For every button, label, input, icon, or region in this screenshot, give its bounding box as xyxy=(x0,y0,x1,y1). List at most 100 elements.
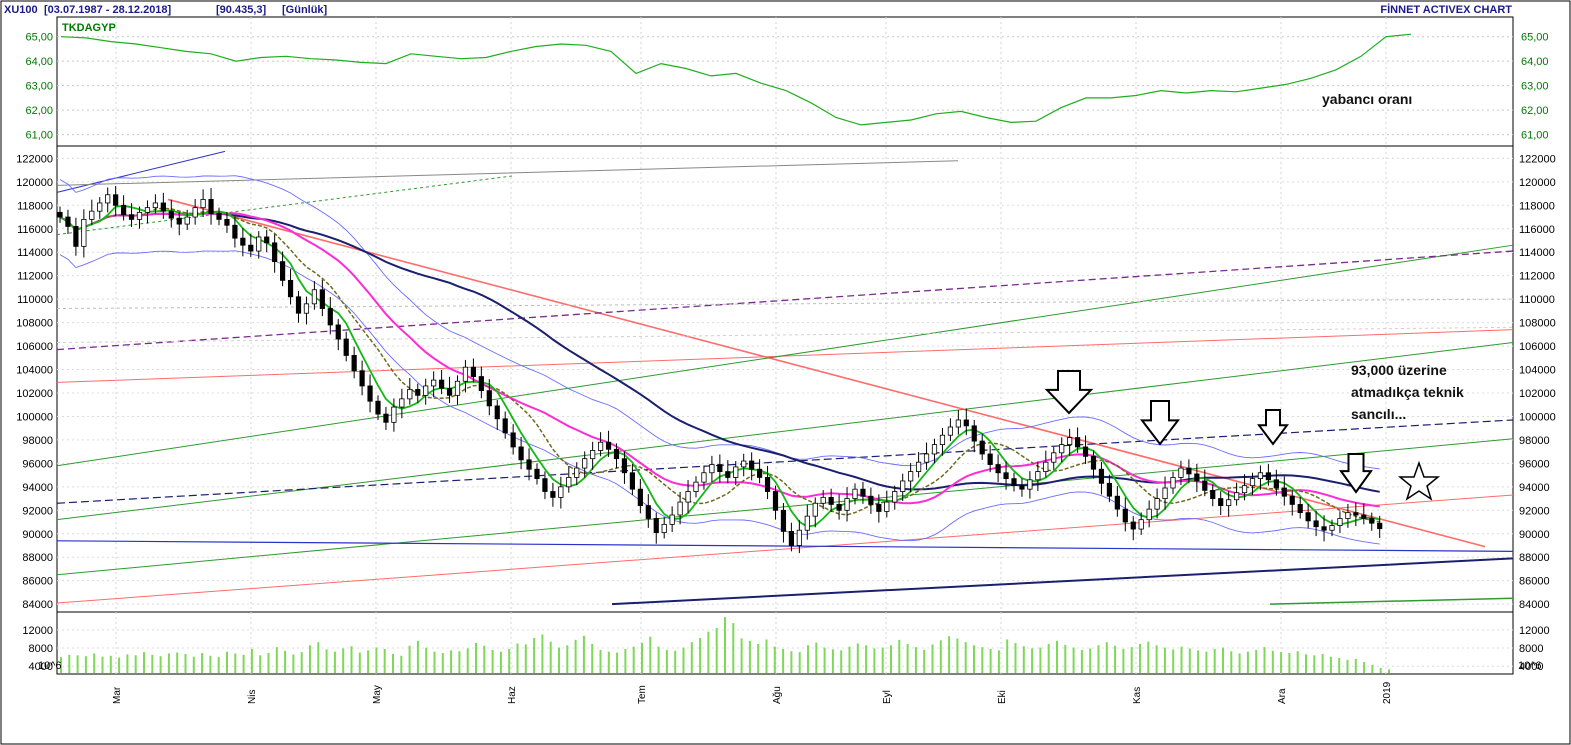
candle-up xyxy=(1067,437,1073,446)
ratio-tick-left: 65,00 xyxy=(25,32,53,44)
candle-down xyxy=(1130,521,1136,530)
price-tick-left: 110000 xyxy=(17,294,53,306)
candle-down xyxy=(1313,520,1319,528)
ratio-tick-right: 63,00 xyxy=(1521,81,1549,93)
candle-up xyxy=(939,434,946,446)
volume-bar xyxy=(1139,643,1141,673)
price-tick-left: 86000 xyxy=(22,576,53,588)
volume-unit-right: 10^6 xyxy=(1518,660,1542,672)
candle-up xyxy=(399,398,405,408)
candle-down xyxy=(836,504,842,511)
candle-down xyxy=(1194,473,1200,482)
candle-down xyxy=(757,468,763,478)
ratio-tick-left: 63,00 xyxy=(25,81,53,93)
bollinger-lower xyxy=(59,250,1380,545)
candle-down xyxy=(876,504,882,512)
volume-bar xyxy=(881,647,884,673)
header-period: [Günlük] xyxy=(282,4,328,16)
candle-up xyxy=(97,202,103,212)
price-tick-right: 110000 xyxy=(1519,294,1555,306)
candle-down xyxy=(772,491,779,511)
volume-bar xyxy=(1180,646,1183,673)
price-tick-right: 104000 xyxy=(1519,365,1556,377)
candle-down xyxy=(287,279,294,298)
candle-up xyxy=(1226,499,1232,507)
candle-up xyxy=(105,194,111,204)
volume-bar xyxy=(1014,643,1017,673)
volume-bar xyxy=(574,639,577,673)
candle-down xyxy=(208,199,214,214)
candle-down xyxy=(446,387,453,396)
price-tick-right: 94000 xyxy=(1519,482,1550,494)
candle-down xyxy=(1305,512,1311,522)
volume-bar xyxy=(898,639,901,673)
candle-down xyxy=(780,509,787,532)
volume-bar xyxy=(533,638,536,673)
price-tick-left: 114000 xyxy=(17,247,53,259)
candle-up xyxy=(574,467,580,478)
candle-up xyxy=(200,199,206,209)
month-label: Haz xyxy=(507,686,518,704)
candle-down xyxy=(113,194,119,206)
price-tick-left: 90000 xyxy=(22,529,53,541)
candle-up xyxy=(947,426,954,436)
volume-bar xyxy=(524,644,527,673)
volume-bar xyxy=(392,653,394,673)
price-tick-left: 122000 xyxy=(16,153,53,165)
month-label: Ağu xyxy=(772,686,783,704)
candle-up xyxy=(1170,477,1176,489)
ratio-tick-right: 61,00 xyxy=(1521,130,1549,142)
candle-down xyxy=(629,472,636,490)
candle-down xyxy=(1106,482,1112,497)
candle-up xyxy=(558,486,564,498)
ratio-tick-right: 62,00 xyxy=(1521,105,1549,117)
candle-down xyxy=(160,202,166,212)
candle-up xyxy=(598,441,604,451)
volume-bar xyxy=(707,631,710,673)
candle-up xyxy=(136,211,143,220)
price-tick-left: 118000 xyxy=(17,200,53,212)
price-tick-left: 84000 xyxy=(22,599,53,611)
price-tick-right: 120000 xyxy=(1519,177,1556,189)
volume-bar xyxy=(466,648,469,673)
candle-up xyxy=(1234,492,1240,501)
candle-down xyxy=(1202,480,1208,491)
price-tick-left: 104000 xyxy=(16,365,53,377)
volume-bar xyxy=(425,647,428,673)
candle-up xyxy=(152,202,158,209)
volume-bar xyxy=(616,652,619,673)
volume-bar xyxy=(906,643,909,673)
comment-line-1: 93,000 üzerine xyxy=(1351,362,1447,378)
volume-bar xyxy=(956,638,959,673)
trendline-green-dotted xyxy=(56,175,513,236)
candle-down xyxy=(1218,498,1224,507)
volume-bar xyxy=(159,656,162,673)
price-tick-right: 108000 xyxy=(1519,318,1556,330)
candle-down xyxy=(1019,485,1025,490)
volume-bar xyxy=(1329,656,1332,673)
price-candles xyxy=(57,186,1383,554)
month-label: Tem xyxy=(637,685,648,704)
candle-down xyxy=(224,218,230,226)
volume-bar xyxy=(848,646,851,673)
price-tick-right: 86000 xyxy=(1519,576,1550,588)
candle-down xyxy=(351,355,357,372)
price-tick-left: 108000 xyxy=(16,318,53,330)
candle-down xyxy=(1122,508,1128,523)
volume-bar xyxy=(309,645,311,673)
volume-bar xyxy=(76,655,79,673)
volume-bar xyxy=(400,655,403,673)
volume-bar xyxy=(458,651,461,673)
volume-bar xyxy=(1047,643,1050,673)
volume-bar xyxy=(1288,653,1291,673)
month-label: Mar xyxy=(112,686,123,704)
candle-up xyxy=(462,366,469,382)
candle-down xyxy=(216,213,222,220)
price-tick-right: 98000 xyxy=(1519,435,1550,447)
candle-down xyxy=(1353,512,1359,516)
candle-down xyxy=(121,204,127,216)
volume-bar xyxy=(333,651,336,673)
candle-down xyxy=(717,464,723,472)
volume-bar xyxy=(748,640,751,673)
volume-bar xyxy=(1246,651,1249,673)
